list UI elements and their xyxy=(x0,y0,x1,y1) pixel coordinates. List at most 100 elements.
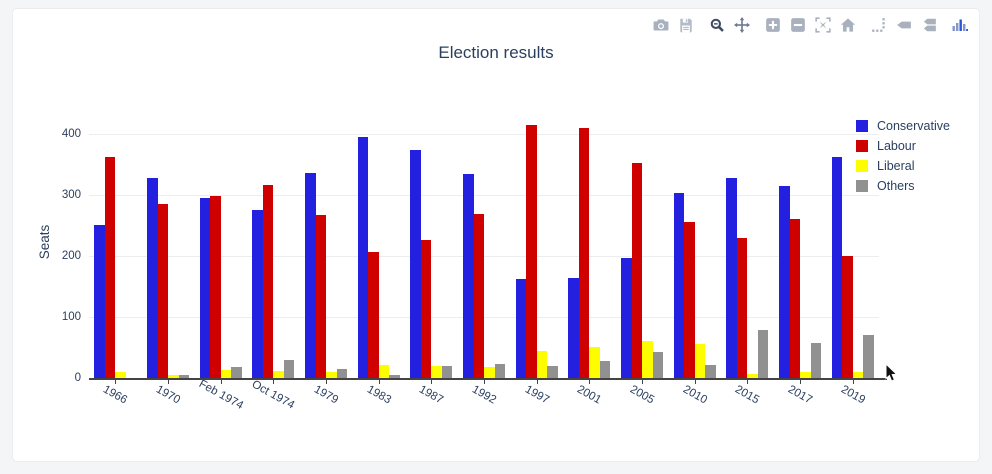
autoscale-icon[interactable] xyxy=(815,17,831,33)
legend-item-conservative[interactable]: Conservative xyxy=(856,119,950,133)
y-tick-label: 0 xyxy=(74,372,81,384)
x-tick-label: 2005 xyxy=(627,383,657,407)
x-tick-mark xyxy=(800,379,801,384)
bar-others xyxy=(863,335,874,379)
bar-labour xyxy=(684,221,695,379)
bar-group xyxy=(668,105,721,379)
x-tick-mark xyxy=(115,379,117,384)
bar-others xyxy=(336,369,348,379)
legend-label: Conservative xyxy=(877,119,950,133)
bar-conservative xyxy=(410,150,421,379)
bar-group xyxy=(194,105,247,379)
bar-conservative xyxy=(463,174,474,379)
x-tick-label: 1992 xyxy=(469,383,499,407)
x-tick-label: 1979 xyxy=(311,383,341,407)
bar-group xyxy=(563,105,616,379)
legend: Conservative Labour Liberal Others xyxy=(856,119,950,193)
save-icon[interactable] xyxy=(678,17,694,33)
bar-others xyxy=(810,343,822,379)
pan-icon[interactable] xyxy=(734,17,750,33)
bar-conservative xyxy=(673,192,685,379)
bar-group xyxy=(142,105,195,379)
x-tick-label: 1966 xyxy=(101,383,130,407)
plot-area[interactable]: Seats 0 100 200 300 400 1966 1970 Feb 1974 Oct … xyxy=(37,105,887,412)
bar-conservative xyxy=(621,258,632,379)
bar-liberal xyxy=(431,365,442,379)
x-tick-mark xyxy=(642,379,643,384)
bar-labour xyxy=(473,214,485,379)
legend-swatch xyxy=(856,140,868,152)
legend-item-liberal[interactable]: Liberal xyxy=(856,159,950,173)
bar-conservative xyxy=(515,278,527,379)
legend-swatch xyxy=(856,160,868,172)
bar-liberal xyxy=(852,372,864,379)
x-tick-label: 1987 xyxy=(417,383,446,407)
bar-groups xyxy=(89,105,879,379)
legend-label: Others xyxy=(877,179,915,193)
bar-conservative xyxy=(568,277,579,379)
bar-liberal xyxy=(800,371,811,379)
bar-conservative xyxy=(199,198,211,379)
x-tick-mark xyxy=(378,379,380,384)
bar-group xyxy=(826,105,879,379)
bar-labour xyxy=(104,157,116,379)
bar-others xyxy=(441,365,453,379)
zoom-icon[interactable] xyxy=(709,17,725,33)
bar-conservative xyxy=(252,210,263,379)
y-tick-label: 100 xyxy=(61,311,81,324)
x-tick-mark xyxy=(326,379,327,384)
x-axis-line xyxy=(89,378,887,380)
x-tick-mark xyxy=(536,379,538,384)
legend-item-labour[interactable]: Labour xyxy=(856,139,950,153)
x-tick-mark xyxy=(431,379,433,384)
bar-liberal xyxy=(747,374,758,379)
bar-conservative xyxy=(147,178,158,379)
bar-others xyxy=(705,365,716,379)
zoom-in-icon[interactable] xyxy=(765,17,781,33)
legend-label: Labour xyxy=(877,139,916,153)
reset-axes-icon[interactable] xyxy=(840,17,856,33)
bar-labour xyxy=(578,127,590,379)
bar-liberal xyxy=(536,351,548,379)
bar-conservative xyxy=(357,137,369,379)
bar-liberal xyxy=(378,365,390,379)
x-tick-mark xyxy=(589,379,591,384)
x-tick-mark xyxy=(220,379,222,384)
x-tick-label: 2010 xyxy=(680,383,709,407)
bar-liberal xyxy=(484,366,495,379)
x-tick-label: 2015 xyxy=(733,383,762,407)
bar-conservative xyxy=(726,178,737,379)
x-tick-mark xyxy=(747,379,749,384)
bar-group xyxy=(774,105,827,379)
bar-conservative xyxy=(94,224,105,379)
hover-compare-icon[interactable] xyxy=(921,17,937,33)
plotly-logo-icon[interactable] xyxy=(952,17,968,33)
legend-item-others[interactable]: Others xyxy=(856,179,950,193)
x-tick-label: 1997 xyxy=(522,383,551,407)
bar-conservative xyxy=(831,156,843,379)
spike-lines-icon[interactable] xyxy=(871,17,887,33)
legend-swatch xyxy=(856,180,868,192)
legend-label: Liberal xyxy=(877,159,915,173)
bar-liberal xyxy=(115,371,126,379)
x-tick-mark xyxy=(273,379,275,384)
x-tick-label: 1970 xyxy=(153,383,183,407)
bar-labour xyxy=(262,184,274,379)
bar-labour xyxy=(210,195,221,379)
bar-liberal xyxy=(589,347,600,379)
chart-card: Election results Seats 0 100 200 300 400 196… xyxy=(12,8,980,462)
bar-others xyxy=(231,366,242,379)
bar-group xyxy=(300,105,353,379)
zoom-out-icon[interactable] xyxy=(790,17,806,33)
bar-others xyxy=(178,374,189,379)
camera-icon[interactable] xyxy=(653,17,669,33)
bar-others xyxy=(494,364,506,379)
x-tick-mark xyxy=(852,379,854,384)
x-tick-label: 2001 xyxy=(575,383,604,407)
bar-labour xyxy=(526,124,537,379)
x-tick-label: 1983 xyxy=(364,383,393,407)
bar-liberal xyxy=(273,371,284,379)
hover-closest-icon[interactable] xyxy=(896,17,912,33)
bar-group xyxy=(247,105,300,379)
bar-labour xyxy=(420,239,432,379)
